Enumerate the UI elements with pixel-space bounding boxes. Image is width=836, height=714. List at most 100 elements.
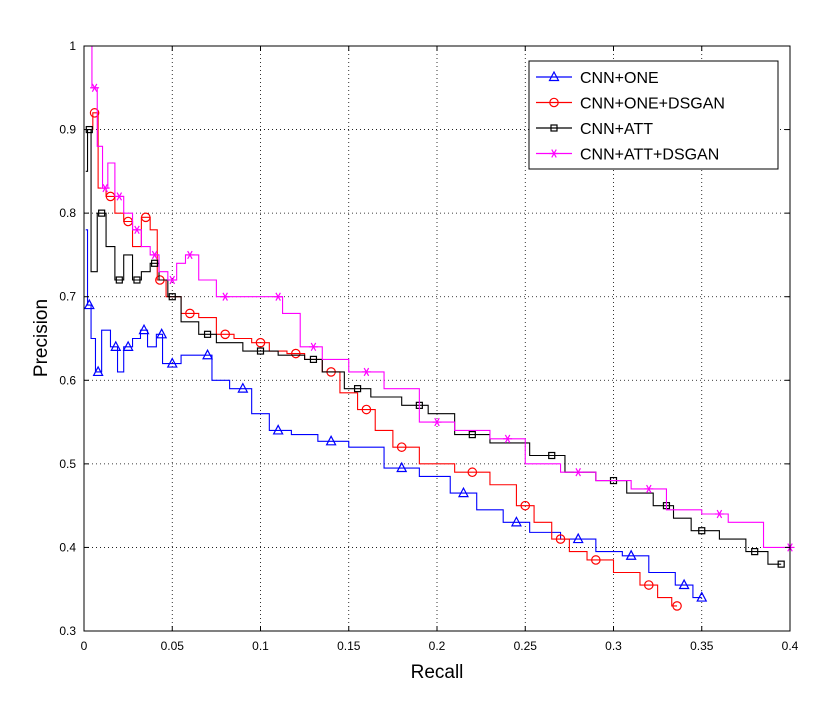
data-point-cnn-one-dsgan [255,337,266,348]
marker-stroke [151,250,158,260]
data-point-cnn-one [572,532,584,544]
data-point-cnn-att [777,560,785,568]
data-point-cnn-one [166,357,178,368]
legend-marker [548,70,560,82]
y-tick-label: 0.7 [59,290,76,304]
legend-label: CNN+ONE+DSGAN [580,96,725,113]
marker-stroke [551,149,557,158]
data-point-cnn-one-dsgan [591,555,601,565]
marker-stroke [434,417,440,427]
data-point-cnn-att [751,548,759,556]
data-point-cnn-att-dsgan [361,367,371,377]
data-point-cnn-one-dsgan [467,467,478,478]
data-point-cnn-att-dsgan [220,292,230,301]
data-point-cnn-one [396,461,408,473]
legend-marker [550,124,558,132]
series-line-cnn-att [85,129,782,565]
marker-stroke [363,367,370,377]
y-tick-label: 0.8 [59,206,76,220]
data-point-cnn-att-dsgan [308,342,318,352]
x-tick-label: 0.15 [337,639,361,653]
data-point-cnn-one-dsgan [520,500,531,511]
x-tick-label: 0.05 [161,639,185,653]
data-point-cnn-one-dsgan [290,348,301,359]
series-cnn-att [85,125,785,568]
data-point-cnn-one-dsgan [89,108,100,118]
data-point-cnn-att-dsgan [150,250,160,260]
y-tick-label: 1 [69,39,76,53]
legend-label: CNN+ONE [580,70,659,87]
data-point-cnn-one [83,298,95,310]
data-point-cnn-one-dsgan [643,580,654,590]
data-point-cnn-att-dsgan [644,484,654,494]
marker-stroke [504,434,511,443]
marker-stroke [116,192,123,201]
data-point-cnn-one [325,435,337,446]
data-point-cnn-one-dsgan [220,329,230,340]
data-point-cnn-att [151,259,159,267]
data-point-cnn-one [122,340,134,351]
data-point-cnn-att-dsgan [273,292,283,301]
data-point-cnn-one [510,516,522,527]
data-point-cnn-one [110,340,122,351]
data-point-cnn-att-dsgan [132,225,142,235]
legend: CNN+ONE CNN+ONE+DSGAN CNN+ATT CNN+ATT+DSGAN [528,60,779,170]
data-point-cnn-one [272,424,284,435]
y-tick-label: 0.5 [59,457,76,471]
marker-stroke [91,83,98,92]
data-point-cnn-att-dsgan [714,509,724,519]
data-point-cnn-one-dsgan [361,404,372,415]
data-point-cnn-att-dsgan [100,183,110,193]
x-tick-label: 0.25 [514,639,538,653]
legend-box [528,60,779,170]
series-layer [83,45,795,611]
data-point-cnn-one [696,591,708,602]
marker-stroke [575,468,581,477]
legend-item-cnn-one-dsgan: CNN+ONE+DSGAN [536,96,725,113]
marker-stroke [102,183,108,193]
y-axis-label: Precision [31,299,52,377]
data-point-cnn-att [98,209,106,217]
legend-marker [549,149,559,158]
data-point-cnn-one-dsgan [396,442,407,452]
x-tick-label: 0 [81,639,88,653]
data-point-cnn-att [468,431,476,439]
x-tick-label: 0.1 [252,639,269,653]
y-tick-label: 0.6 [59,373,76,387]
data-point-cnn-att-dsgan [503,434,513,443]
x-tick-label: 0.2 [429,639,446,653]
x-tick-label: 0.3 [605,639,622,653]
legend-item-cnn-att: CNN+ATT [536,121,653,138]
legend-marker [549,97,559,108]
data-point-cnn-att [133,276,141,284]
data-point-cnn-att-dsgan [90,83,100,92]
data-point-cnn-one-dsgan [555,534,566,544]
legend-label: CNN+ATT [580,121,653,138]
y-tick-label: 0.4 [59,540,76,554]
y-tick-label: 0.9 [59,123,76,137]
data-point-cnn-one [678,578,690,590]
data-point-cnn-att [115,276,123,284]
series-line-cnn-att-dsgan [89,45,790,548]
legend-label: CNN+ATT+DSGAN [580,147,719,164]
data-point-cnn-one-dsgan [672,601,682,611]
data-point-cnn-att-dsgan [573,468,583,477]
marker-stroke [187,250,193,260]
data-point-cnn-one [625,549,637,560]
x-axis-label: Recall [411,662,464,683]
data-point-cnn-att [168,293,176,301]
data-point-cnn-one [202,348,214,360]
marker-stroke [275,292,281,301]
data-point-cnn-att [203,330,212,338]
data-point-cnn-att [353,385,362,393]
series-cnn-att-dsgan [89,45,795,552]
x-tick-label: 0.4 [782,639,799,653]
data-point-cnn-att [548,451,556,460]
data-point-cnn-att-dsgan [185,250,195,260]
marker-stroke [169,275,176,285]
data-point-cnn-att-dsgan [114,192,124,201]
data-point-cnn-one-dsgan [140,212,151,223]
marker-stroke [222,292,228,301]
legend-item-cnn-one: CNN+ONE [536,70,659,87]
